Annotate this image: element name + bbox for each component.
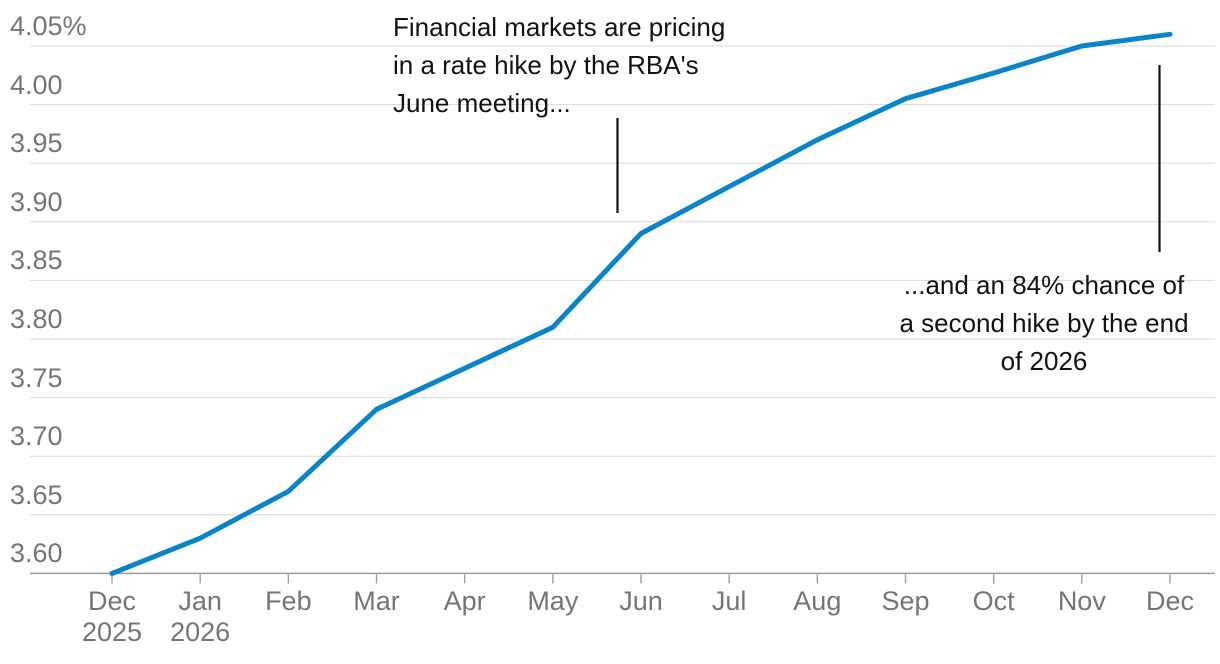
y-axis-label: 4.05% bbox=[10, 11, 87, 41]
x-axis-label: Jun bbox=[619, 586, 663, 616]
y-axis-label: 3.90 bbox=[10, 186, 63, 217]
y-axis-label: 3.75 bbox=[10, 362, 63, 393]
x-axis-label: Feb bbox=[265, 586, 312, 616]
y-axis-label: 4.00 bbox=[10, 69, 63, 100]
x-axis-year-label: 2025 bbox=[81, 617, 143, 647]
annotation-june-hike: Financial markets are pricing in a rate h… bbox=[393, 8, 753, 122]
annotation-text-line: of 2026 bbox=[1000, 346, 1088, 376]
y-axis-label: 3.85 bbox=[10, 245, 63, 276]
x-axis-label: Dec bbox=[1145, 586, 1194, 616]
x-axis-label: Mar bbox=[353, 586, 400, 616]
y-axis-label: 3.95 bbox=[10, 128, 63, 159]
y-axis-label: 3.80 bbox=[10, 304, 63, 334]
x-axis-year-label: 2026 bbox=[170, 617, 231, 647]
annotation-text-line: ...and an 84% chance of bbox=[903, 270, 1185, 300]
y-axis-label: 3.65 bbox=[10, 479, 63, 510]
x-axis-label: May bbox=[527, 586, 579, 616]
x-axis-label: Oct bbox=[972, 586, 1015, 616]
annotation-text-line: a second hike by the end bbox=[899, 308, 1189, 338]
annotation-second-hike-2026: ...and an 84% chance of a second hike by … bbox=[874, 266, 1214, 380]
x-axis-label: Nov bbox=[1057, 586, 1106, 616]
x-axis-label: Sep bbox=[881, 586, 930, 616]
annotation-text-line: in a rate hike by the RBA's bbox=[393, 50, 699, 80]
annotation-text-line: June meeting... bbox=[393, 88, 571, 118]
rate-expectation-line bbox=[109, 31, 1173, 576]
x-axis-label: Jan bbox=[178, 586, 222, 616]
y-axis-label: 3.70 bbox=[10, 421, 63, 452]
annotation-text-line: Financial markets are pricing bbox=[393, 12, 726, 42]
x-axis-label: Dec bbox=[87, 586, 136, 616]
x-axis-label: Aug bbox=[793, 586, 842, 616]
x-axis-label: Apr bbox=[443, 586, 486, 616]
y-axis-label: 3.60 bbox=[10, 538, 63, 569]
x-axis-label: Jul bbox=[711, 586, 747, 616]
